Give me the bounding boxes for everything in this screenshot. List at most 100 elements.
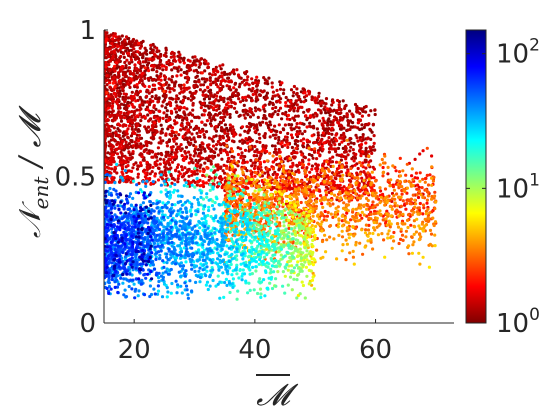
- data-point: [347, 185, 351, 189]
- data-point: [349, 166, 353, 171]
- data-point: [337, 222, 341, 226]
- data-point: [137, 41, 141, 46]
- data-point: [108, 59, 112, 63]
- data-point: [258, 140, 262, 144]
- data-point: [394, 211, 398, 216]
- data-point: [152, 83, 157, 87]
- data-point: [170, 129, 174, 133]
- data-point: [252, 126, 256, 130]
- data-point: [406, 213, 411, 217]
- data-point: [128, 70, 132, 74]
- data-point: [164, 166, 168, 170]
- data-point: [196, 70, 200, 74]
- data-point: [120, 152, 124, 156]
- data-point: [216, 140, 220, 144]
- data-point: [138, 112, 142, 116]
- data-point: [169, 62, 173, 66]
- data-point: [371, 247, 375, 251]
- data-point: [298, 121, 302, 125]
- data-point: [120, 165, 124, 169]
- data-point: [310, 134, 314, 138]
- data-point: [279, 160, 284, 164]
- data-point: [129, 55, 133, 59]
- data-point: [109, 147, 114, 151]
- data-point: [202, 113, 206, 117]
- data-point: [129, 48, 133, 52]
- data-point: [355, 136, 359, 140]
- data-point: [234, 217, 238, 221]
- data-point: [314, 199, 318, 203]
- data-point: [384, 217, 388, 221]
- data-point: [305, 166, 309, 170]
- data-point: [147, 140, 151, 145]
- data-point: [340, 136, 344, 140]
- data-point: [327, 131, 331, 136]
- data-point: [359, 206, 363, 210]
- data-point: [271, 205, 276, 209]
- data-point: [158, 136, 162, 140]
- data-point: [263, 134, 267, 138]
- data-point: [146, 113, 150, 117]
- data-point: [301, 163, 305, 167]
- data-point: [211, 156, 215, 160]
- data-point: [320, 167, 324, 171]
- data-point: [130, 121, 134, 125]
- data-point: [316, 163, 320, 167]
- data-point: [378, 186, 382, 190]
- data-point: [372, 220, 376, 225]
- data-point: [277, 185, 281, 189]
- data-point: [147, 69, 151, 73]
- data-point: [367, 150, 371, 154]
- data-point: [421, 255, 425, 259]
- data-point: [404, 229, 408, 233]
- data-point: [316, 175, 321, 180]
- data-point: [301, 263, 305, 267]
- data-point: [379, 189, 383, 193]
- data-point: [180, 175, 184, 179]
- data-point: [331, 109, 335, 113]
- data-point: [131, 105, 135, 109]
- data-point: [281, 91, 286, 96]
- data-point: [304, 170, 308, 174]
- data-point: [282, 88, 286, 92]
- data-point: [143, 100, 147, 104]
- data-point: [324, 102, 328, 106]
- data-point: [115, 142, 119, 147]
- data-point: [307, 92, 311, 96]
- data-point: [261, 116, 266, 120]
- data-point: [137, 80, 142, 85]
- data-point: [128, 85, 132, 89]
- data-point: [333, 172, 337, 176]
- data-point: [350, 112, 354, 116]
- data-point: [111, 145, 115, 149]
- data-point: [263, 81, 267, 85]
- data-point: [324, 190, 328, 195]
- data-point: [130, 90, 134, 94]
- data-point: [338, 127, 343, 131]
- data-point: [315, 157, 319, 161]
- data-point: [359, 154, 363, 158]
- data-point: [223, 106, 227, 110]
- data-point: [423, 224, 427, 228]
- data-point: [221, 115, 225, 120]
- data-point: [421, 177, 425, 181]
- data-point: [366, 191, 370, 195]
- data-point: [386, 172, 390, 176]
- data-point: [360, 114, 364, 118]
- data-point: [161, 100, 165, 104]
- data-point: [177, 58, 181, 62]
- data-point: [183, 155, 187, 159]
- data-point: [360, 123, 364, 127]
- data-point: [311, 238, 315, 242]
- data-point: [169, 103, 173, 108]
- data-point: [426, 219, 430, 224]
- data-point: [351, 249, 355, 253]
- data-point: [307, 146, 311, 150]
- data-point: [151, 42, 155, 47]
- data-point: [191, 103, 195, 107]
- data-point: [344, 161, 348, 165]
- data-point: [149, 149, 154, 153]
- data-point: [344, 157, 348, 161]
- data-point: [414, 171, 418, 175]
- data-point: [227, 79, 231, 84]
